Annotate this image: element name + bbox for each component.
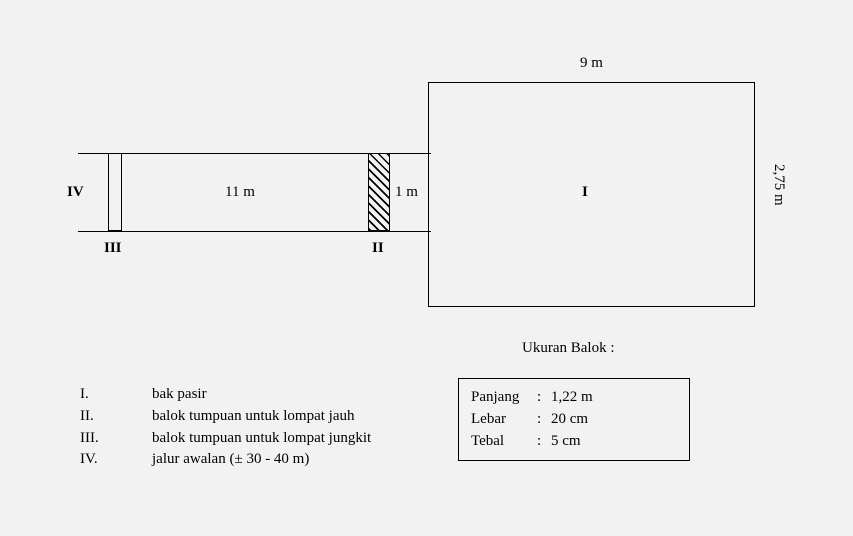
balok-lebar-val: 20 cm <box>551 409 588 431</box>
sand-pit <box>428 82 755 307</box>
legend-row-i: I. bak pasir <box>80 384 371 406</box>
legend-row-ii: II. balok tumpuan untuk lompat jauh <box>80 406 371 428</box>
marker-iv: IV <box>67 184 84 201</box>
legend-num: III. <box>80 428 152 450</box>
legend-text: balok tumpuan untuk lompat jauh <box>152 406 354 428</box>
legend: I. bak pasir II. balok tumpuan untuk lom… <box>80 384 371 471</box>
legend-row-iv: IV. jalur awalan (± 30 - 40 m) <box>80 449 371 471</box>
dim-gap: 1 m <box>395 184 418 201</box>
balok-lebar-key: Lebar <box>471 409 537 431</box>
balok-title: Ukuran Balok : <box>522 340 614 357</box>
colon: : <box>537 387 551 409</box>
legend-row-iii: III. balok tumpuan untuk lompat jungkit <box>80 428 371 450</box>
runway-bottom-edge <box>78 231 431 232</box>
dim-pit-width: 9 m <box>580 55 603 72</box>
legend-num: II. <box>80 406 152 428</box>
colon: : <box>537 431 551 453</box>
balok-lebar: Lebar : 20 cm <box>471 409 677 431</box>
legend-text: balok tumpuan untuk lompat jungkit <box>152 428 371 450</box>
diagram-canvas: 9 m 2,75 m 11 m 1 m I II III IV Ukuran B… <box>0 0 853 536</box>
take-off-board-long-jump <box>368 153 390 231</box>
legend-num: I. <box>80 384 152 406</box>
colon: : <box>537 409 551 431</box>
legend-num: IV. <box>80 449 152 471</box>
balok-tebal: Tebal : 5 cm <box>471 431 677 453</box>
marker-i: I <box>582 184 588 201</box>
balok-dimensions-box: Panjang : 1,22 m Lebar : 20 cm Tebal : 5… <box>458 378 690 461</box>
take-off-board-triple-jump <box>108 153 122 231</box>
dim-pit-height: 2,75 m <box>770 164 787 206</box>
balok-tebal-key: Tebal <box>471 431 537 453</box>
marker-ii: II <box>372 240 384 257</box>
dim-runway-mid: 11 m <box>225 184 255 201</box>
balok-panjang-val: 1,22 m <box>551 387 593 409</box>
marker-iii: III <box>104 240 122 257</box>
legend-text: bak pasir <box>152 384 207 406</box>
balok-tebal-val: 5 cm <box>551 431 581 453</box>
balok-panjang-key: Panjang <box>471 387 537 409</box>
balok-panjang: Panjang : 1,22 m <box>471 387 677 409</box>
legend-text: jalur awalan (± 30 - 40 m) <box>152 449 309 471</box>
